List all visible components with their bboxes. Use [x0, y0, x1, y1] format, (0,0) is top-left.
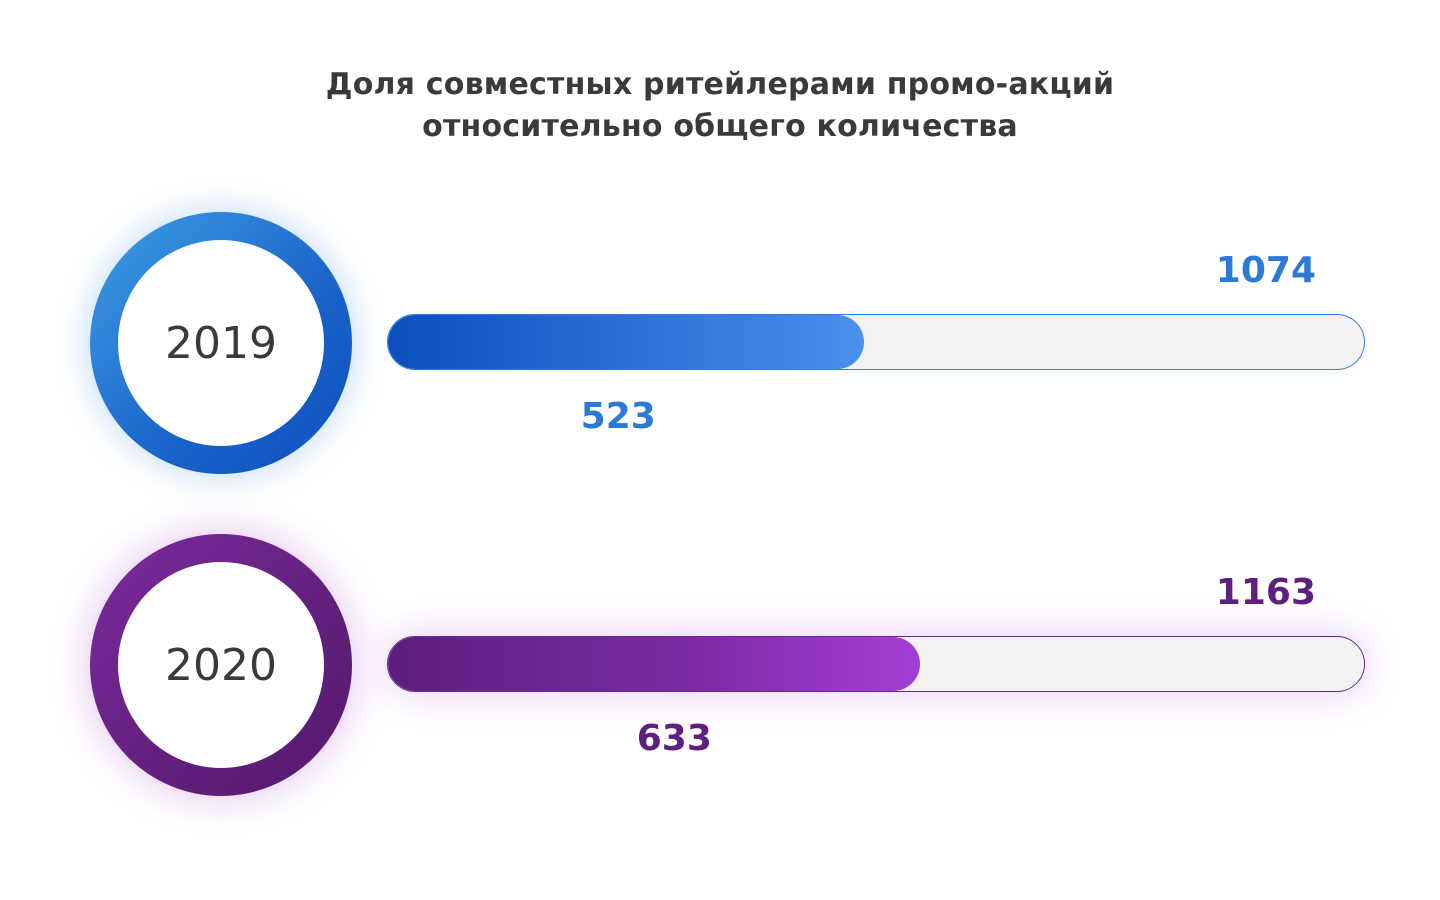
- progress-track-2019: [387, 314, 1365, 370]
- year-label-2019: 2019: [165, 317, 277, 369]
- progress-fill-2020: [388, 637, 921, 691]
- year-ring-2020: 2020: [90, 534, 352, 796]
- progress-track-2020: [387, 636, 1365, 692]
- row-2020: 2020 1163 633: [0, 534, 1440, 796]
- year-label-2020: 2020: [165, 639, 277, 691]
- chart-title-line-2: относительно общего количества: [422, 109, 1018, 144]
- progress-fill-2019: [388, 315, 865, 369]
- chart-title-line-1: Доля совместных ритейлерами промо-акций: [325, 67, 1115, 102]
- row-2019: 2019 1074 523: [0, 212, 1440, 474]
- chart-title: Доля совместных ритейлерами промо-акций …: [0, 64, 1440, 148]
- total-value-2019: 1074: [1215, 250, 1316, 291]
- year-ring-2019: 2019: [90, 212, 352, 474]
- year-ring-inner-2019: 2019: [118, 240, 324, 446]
- part-value-2019: 523: [580, 396, 656, 437]
- part-value-2020: 633: [636, 718, 712, 759]
- total-value-2020: 1163: [1215, 572, 1316, 613]
- year-ring-inner-2020: 2020: [118, 562, 324, 768]
